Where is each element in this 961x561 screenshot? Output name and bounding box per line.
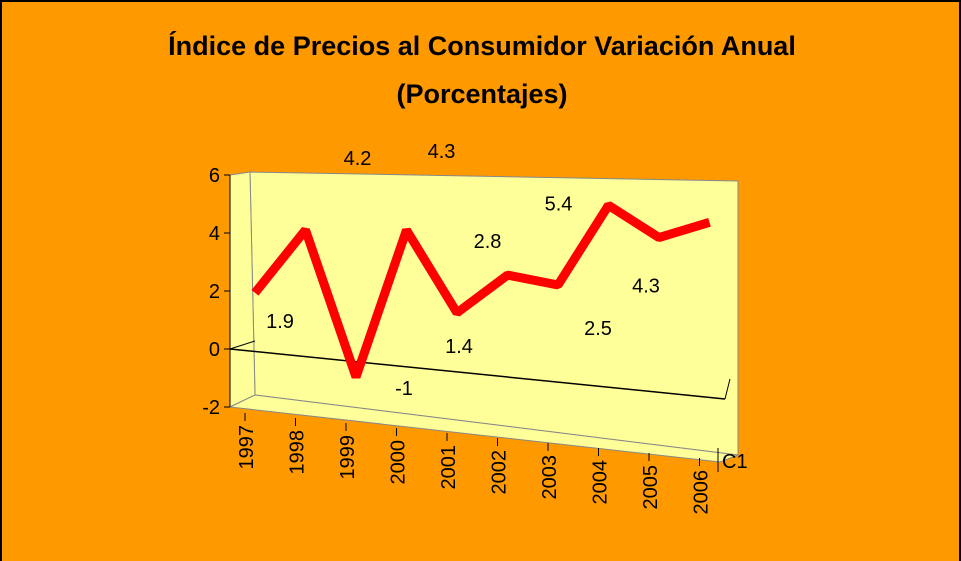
- x-tick-label: 2002: [489, 450, 511, 495]
- x-tick-label: 2005: [640, 465, 662, 510]
- data-label: 2.5: [584, 318, 612, 340]
- data-label: 1.4: [445, 336, 473, 358]
- chart-subtitle: (Porcentajes): [396, 79, 567, 109]
- chart-title: Índice de Precios al Consumidor Variació…: [168, 30, 796, 61]
- x-tick-label: 1999: [337, 435, 359, 480]
- x-tick-label: 2004: [590, 460, 612, 505]
- x-tick-label: 2000: [388, 440, 410, 485]
- data-label: 5.4: [545, 193, 573, 215]
- y-tick-label: 4: [209, 223, 220, 245]
- zero-line-back: [229, 340, 256, 350]
- data-label: 1.9: [266, 311, 294, 333]
- x-tick-label: 2003: [539, 455, 561, 500]
- legend-label: C1: [722, 451, 748, 473]
- x-tick-label: 2001: [438, 445, 460, 490]
- data-label: 4.3: [428, 141, 456, 163]
- y-tick-label: 0: [209, 339, 220, 361]
- zero-line: [229, 348, 726, 400]
- y-tick-label: 2: [209, 281, 220, 303]
- data-label: 2.8: [474, 231, 502, 253]
- data-label: -1: [395, 378, 413, 400]
- zero-line-right: [724, 378, 731, 400]
- x-tick-label: 2006: [691, 470, 713, 515]
- x-tick-label: 1997: [236, 425, 258, 470]
- data-label: 4.3: [632, 276, 660, 298]
- x-tick-label: 1998: [287, 430, 309, 475]
- y-tick-label: -2: [202, 397, 220, 419]
- data-label: 4.2: [344, 148, 372, 170]
- floor: [228, 394, 739, 463]
- side-wall: [229, 171, 256, 408]
- y-tick-label: 6: [209, 165, 220, 187]
- series-line: [251, 201, 711, 379]
